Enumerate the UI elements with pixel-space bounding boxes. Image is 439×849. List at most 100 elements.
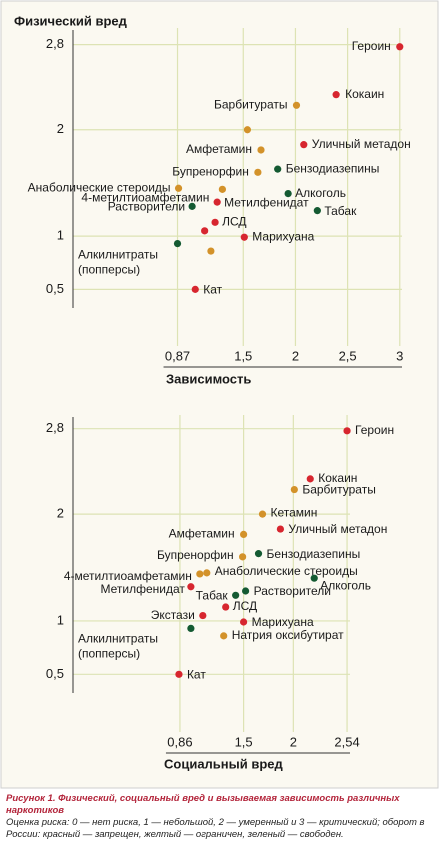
point-label: Алкилнитраты (попперсы) xyxy=(78,248,161,277)
data-point xyxy=(332,91,340,99)
data-point xyxy=(173,240,182,248)
point-label: Марихуана xyxy=(252,615,314,629)
data-point xyxy=(254,550,263,558)
data-point xyxy=(240,530,248,539)
data-point xyxy=(188,202,196,210)
point-label: Натрия оксибутират xyxy=(232,628,344,642)
point-label: ЛСД xyxy=(233,599,257,613)
point-label: Кетамин xyxy=(271,505,318,519)
y-tick-label: 2 xyxy=(57,506,64,521)
point-label: Барбитураты xyxy=(302,483,376,497)
x-axis-title: Социальный вред xyxy=(164,756,284,771)
point-label: Растворители xyxy=(254,584,331,598)
y-tick-label: 0,5 xyxy=(46,281,64,296)
x-tick-label: 1,5 xyxy=(235,734,253,749)
point-label: Кокаин xyxy=(318,471,357,485)
data-point xyxy=(274,165,282,173)
data-point xyxy=(175,670,183,678)
data-point xyxy=(211,218,219,226)
point-label: Анаболические стероиды xyxy=(28,180,171,194)
data-point xyxy=(290,485,298,494)
point-label: Бупренорфин xyxy=(172,164,249,178)
point-label: Бензодиазепины xyxy=(267,547,361,561)
data-point xyxy=(240,233,248,241)
panel xyxy=(0,0,439,789)
point-label: Бупренорфин xyxy=(157,548,234,562)
data-point xyxy=(187,583,195,591)
data-point xyxy=(222,603,230,611)
data-point xyxy=(243,126,252,134)
data-point xyxy=(310,574,318,582)
point-label-line: (попперсы) xyxy=(78,263,140,277)
charts: 0,5 1 2 2,8 0,87 1,5 2 2,5 3 Зависимость Физически… xyxy=(0,0,439,789)
data-point xyxy=(241,587,250,595)
point-label: Кат xyxy=(203,283,222,297)
x-tick-label: 2 xyxy=(292,348,299,363)
data-point xyxy=(203,569,211,577)
data-point xyxy=(201,227,209,235)
data-point xyxy=(258,510,267,518)
caption-title: Рисунок 1. Физический, социальный вред и… xyxy=(6,793,400,816)
y-tick-label: 1 xyxy=(57,228,64,243)
data-point xyxy=(220,632,228,640)
data-point xyxy=(313,207,321,215)
point-label: Экстази xyxy=(151,608,195,622)
point-label: Метилфенидат xyxy=(224,195,309,209)
x-tick-label: 3 xyxy=(396,348,403,363)
point-label: Героин xyxy=(352,39,391,53)
caption: Рисунок 1. Физический, социальный вред и… xyxy=(6,793,434,841)
data-point xyxy=(187,624,195,632)
x-tick-label: 2 xyxy=(290,734,297,749)
data-point xyxy=(218,185,226,193)
point-label: Барбитураты xyxy=(214,97,288,111)
point-label: Анаболические стероиды xyxy=(215,564,358,578)
point-label: Алкилнитраты (попперсы) xyxy=(78,632,161,661)
data-point xyxy=(257,146,265,154)
caption-text: Оценка риска: 0 — нет риска, 1 — небольш… xyxy=(6,817,425,840)
x-tick-label: 0,87 xyxy=(165,348,190,363)
point-label-line: Алкилнитраты xyxy=(78,632,161,646)
data-point xyxy=(199,611,207,620)
data-point xyxy=(196,570,204,578)
point-label: Растворители xyxy=(108,200,185,214)
data-point xyxy=(276,525,285,533)
point-label: Кат xyxy=(187,667,206,681)
y-axis-title: Физический вред xyxy=(14,13,128,28)
data-point xyxy=(191,285,199,293)
point-label: Амфетамин xyxy=(186,142,252,156)
point-label: 4-метилтиоамфетамин xyxy=(81,191,209,205)
point-label: Марихуана xyxy=(252,229,314,243)
x-axis-title: Зависимость xyxy=(166,371,251,386)
data-point xyxy=(396,43,404,51)
point-label: Табак xyxy=(196,588,229,602)
data-point xyxy=(254,168,262,176)
point-label-line: Алкилнитраты xyxy=(78,248,161,262)
point-label: Амфетамин xyxy=(169,527,235,541)
y-tick-label: 2,8 xyxy=(46,420,64,435)
data-point xyxy=(174,184,183,192)
point-label: Героин xyxy=(355,423,394,437)
data-point xyxy=(239,553,247,561)
point-label: Алкоголь xyxy=(320,578,371,592)
x-tick-label: 2,5 xyxy=(339,348,357,363)
data-point xyxy=(213,198,221,206)
data-point xyxy=(306,475,314,483)
point-label-line: (попперсы) xyxy=(78,647,140,661)
point-label: Алкоголь xyxy=(295,186,346,200)
y-tick-label: 2 xyxy=(57,121,64,136)
data-point xyxy=(284,190,292,198)
point-label: 4-метилтиоамфетамин xyxy=(64,569,192,583)
data-point xyxy=(232,591,240,599)
point-label: Кокаин xyxy=(345,87,384,101)
point-label: Уличный метадон xyxy=(288,522,387,536)
y-tick-label: 1 xyxy=(57,612,64,627)
y-tick-label: 2,8 xyxy=(46,36,64,51)
point-label: Бензодиазепины xyxy=(286,161,380,175)
y-tick-label: 0,5 xyxy=(46,666,64,681)
data-point xyxy=(292,101,301,109)
data-point xyxy=(240,618,248,626)
point-label: ЛСД xyxy=(222,214,246,228)
x-tick-label: 0,86 xyxy=(167,734,192,749)
data-point xyxy=(343,427,351,435)
